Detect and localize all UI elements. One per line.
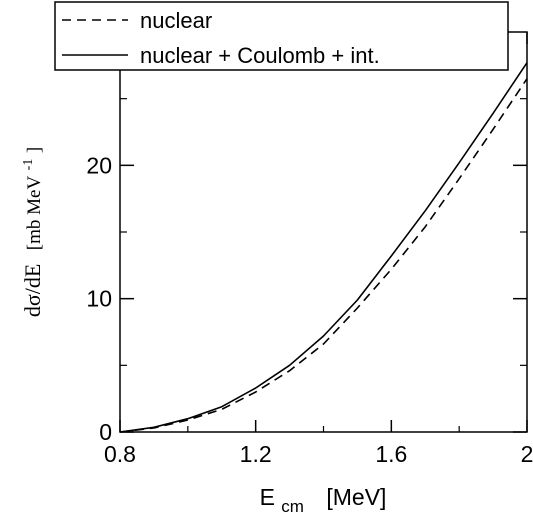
x-axis-label-sub: cm — [281, 497, 304, 516]
legend-label-nuclear: nuclear — [140, 8, 212, 33]
y-tick-label: 10 — [86, 286, 112, 312]
y-axis-label: dσ/dE [mb MeV -1 ] — [12, 147, 45, 317]
x-tick-label: 1.6 — [375, 441, 407, 467]
legend: nuclear nuclear + Coulomb + int. — [54, 1, 509, 71]
y-axis-label-main: dσ/dE — [20, 264, 45, 317]
x-axis-label-unit: [MeV] — [326, 484, 386, 510]
x-tick-label: 2 — [521, 441, 533, 467]
series-layer — [119, 62, 528, 433]
legend-box — [54, 1, 509, 71]
x-axis-label-main: E — [260, 484, 275, 510]
y-tick-label: 20 — [86, 152, 112, 178]
series-line-total — [119, 62, 528, 433]
plot-frame — [119, 31, 528, 433]
y-tick-label: 0 — [99, 419, 112, 445]
y-axis-label-suffix: ] — [24, 147, 45, 153]
x-tick-label: 0.8 — [104, 441, 136, 467]
x-tick-label: 1.2 — [240, 441, 272, 467]
x-axis-label: E cm [MeV] — [260, 484, 387, 517]
y-axis-label-exp: -1 — [21, 159, 36, 171]
series-line-nuclear — [119, 78, 528, 433]
axis-ticks — [119, 32, 528, 433]
legend-label-total: nuclear + Coulomb + int. — [140, 43, 380, 68]
y-axis-label-unit: [mb MeV — [24, 176, 45, 251]
